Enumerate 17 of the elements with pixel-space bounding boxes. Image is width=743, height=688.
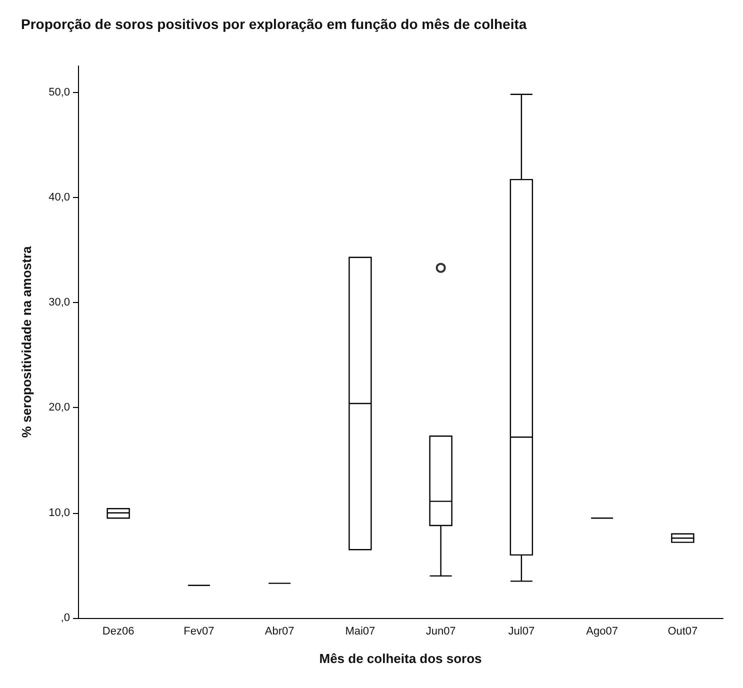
y-tick-label: 20,0 (48, 402, 70, 414)
x-axis-title: Mês de colheita dos soros (319, 651, 482, 666)
x-tick-label: Ago07 (586, 626, 618, 638)
y-axis-title: % seropositividade na amostra (19, 246, 34, 438)
y-tick-label: 30,0 (48, 296, 70, 309)
x-tick-label: Fev07 (184, 626, 214, 638)
chart-title: Proporção de soros positivos por exploração em função do mês de colheita (21, 16, 527, 32)
x-tick-label: Jul07 (508, 626, 535, 638)
y-tick-label: 40,0 (48, 191, 70, 204)
x-tick-label: Mai07 (345, 626, 376, 638)
y-tick-label: 50,0 (48, 86, 70, 98)
x-tick-label: Jun07 (426, 626, 456, 638)
x-tick-label: Abr07 (264, 626, 294, 638)
x-tick-label: Out07 (668, 626, 698, 638)
y-tick-label: ,0 (60, 612, 70, 624)
x-tick-label: Dez06 (102, 626, 134, 638)
y-tick-label: 10,0 (48, 506, 70, 519)
